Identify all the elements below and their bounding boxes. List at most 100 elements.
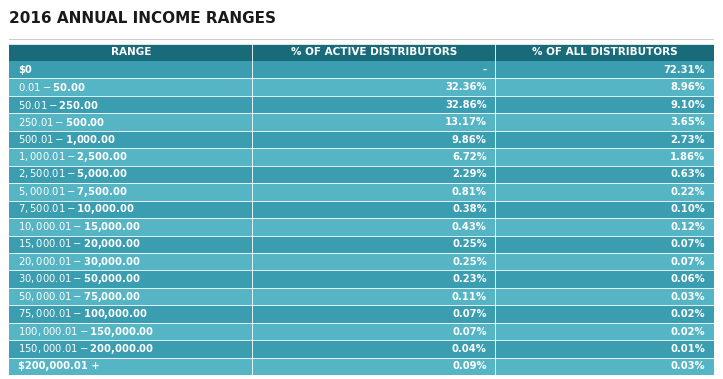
Text: $1,000.01 - $2,500.00: $1,000.01 - $2,500.00: [18, 150, 127, 164]
Text: 2.73%: 2.73%: [670, 135, 705, 144]
Text: 9.10%: 9.10%: [670, 100, 705, 110]
Bar: [9, 253, 252, 271]
Text: % OF ACTIVE DISTRIBUTORS: % OF ACTIVE DISTRIBUTORS: [291, 47, 457, 57]
Text: $10,000.01 - $15,000.00: $10,000.01 - $15,000.00: [18, 220, 141, 234]
Text: 0.04%: 0.04%: [452, 344, 487, 354]
Text: 9.86%: 9.86%: [452, 135, 487, 144]
Bar: [252, 61, 495, 78]
Bar: [252, 96, 495, 113]
Text: $5,000.01 - $7,500.00: $5,000.01 - $7,500.00: [18, 185, 127, 199]
Bar: [495, 323, 714, 340]
Bar: [252, 271, 495, 288]
Text: 0.01%: 0.01%: [670, 344, 705, 354]
Bar: [495, 305, 714, 323]
Text: 0.07%: 0.07%: [452, 309, 487, 319]
Bar: [9, 96, 252, 113]
Bar: [252, 113, 495, 131]
Text: 0.10%: 0.10%: [670, 204, 705, 215]
Bar: [9, 340, 252, 358]
Text: 0.07%: 0.07%: [670, 239, 705, 249]
Text: $0.01 - $50.00: $0.01 - $50.00: [18, 81, 85, 93]
Text: $20,000.01 - $30,000.00: $20,000.01 - $30,000.00: [18, 255, 141, 269]
Bar: [9, 166, 252, 183]
Bar: [9, 358, 252, 375]
Text: 0.63%: 0.63%: [670, 169, 705, 180]
Text: 1.86%: 1.86%: [670, 152, 705, 162]
Bar: [9, 44, 252, 61]
Bar: [495, 288, 714, 305]
Text: $100,000.01 - $150,000.00: $100,000.01 - $150,000.00: [18, 324, 154, 338]
Bar: [495, 78, 714, 96]
Text: $15,000.01 - $20,000.00: $15,000.01 - $20,000.00: [18, 237, 141, 251]
Bar: [9, 113, 252, 131]
Bar: [9, 305, 252, 323]
Text: $75,000.01 - $100,000.00: $75,000.01 - $100,000.00: [18, 307, 147, 321]
Text: 0.03%: 0.03%: [670, 292, 705, 302]
Text: $500.01 - $1,000.00: $500.01 - $1,000.00: [18, 133, 116, 147]
Bar: [495, 253, 714, 271]
Bar: [9, 288, 252, 305]
Bar: [495, 148, 714, 166]
Bar: [9, 183, 252, 200]
Bar: [9, 271, 252, 288]
Text: 0.43%: 0.43%: [452, 222, 487, 232]
Bar: [9, 61, 252, 78]
Text: 32.86%: 32.86%: [445, 100, 487, 110]
Bar: [495, 61, 714, 78]
Text: RANGE: RANGE: [111, 47, 151, 57]
Bar: [252, 78, 495, 96]
Text: 0.09%: 0.09%: [452, 362, 487, 371]
Text: $2,500.01 - $5,000.00: $2,500.01 - $5,000.00: [18, 168, 127, 182]
Bar: [252, 148, 495, 166]
Bar: [9, 78, 252, 96]
Text: $7,500.01 - $10,000.00: $7,500.01 - $10,000.00: [18, 202, 134, 216]
Text: 0.12%: 0.12%: [670, 222, 705, 232]
Text: 0.03%: 0.03%: [670, 362, 705, 371]
Bar: [252, 323, 495, 340]
Bar: [495, 200, 714, 218]
Text: -: -: [483, 65, 487, 75]
Bar: [495, 166, 714, 183]
Text: % OF ALL DISTRIBUTORS: % OF ALL DISTRIBUTORS: [531, 47, 677, 57]
Text: 3.65%: 3.65%: [670, 117, 705, 127]
Bar: [252, 305, 495, 323]
Bar: [495, 183, 714, 200]
Bar: [252, 183, 495, 200]
Text: 13.17%: 13.17%: [445, 117, 487, 127]
Text: 0.81%: 0.81%: [452, 187, 487, 197]
Text: 0.07%: 0.07%: [452, 327, 487, 337]
Text: 0.25%: 0.25%: [452, 257, 487, 267]
Bar: [9, 148, 252, 166]
Bar: [495, 131, 714, 148]
Text: 0.22%: 0.22%: [670, 187, 705, 197]
Text: 0.02%: 0.02%: [670, 309, 705, 319]
Text: $50,000.01 - $75,000.00: $50,000.01 - $75,000.00: [18, 290, 141, 304]
Text: 0.25%: 0.25%: [452, 239, 487, 249]
Text: $30,000.01 - $50,000.00: $30,000.01 - $50,000.00: [18, 272, 141, 286]
Bar: [495, 218, 714, 236]
Text: 32.36%: 32.36%: [445, 82, 487, 92]
Text: $200,000.01 +: $200,000.01 +: [18, 362, 100, 371]
Text: 0.07%: 0.07%: [670, 257, 705, 267]
Text: 0.38%: 0.38%: [452, 204, 487, 215]
Bar: [495, 358, 714, 375]
Text: $50.01 - $250.00: $50.01 - $250.00: [18, 99, 99, 111]
Bar: [495, 271, 714, 288]
Bar: [252, 166, 495, 183]
Bar: [9, 131, 252, 148]
Text: $0: $0: [18, 65, 32, 75]
Bar: [495, 236, 714, 253]
Text: 0.06%: 0.06%: [670, 274, 705, 284]
Bar: [495, 340, 714, 358]
Bar: [9, 200, 252, 218]
Bar: [252, 288, 495, 305]
Bar: [252, 131, 495, 148]
Text: $150,000.01 - $200,000.00: $150,000.01 - $200,000.00: [18, 342, 154, 356]
Bar: [9, 323, 252, 340]
Text: 0.11%: 0.11%: [452, 292, 487, 302]
Bar: [252, 200, 495, 218]
Text: 2016 ANNUAL INCOME RANGES: 2016 ANNUAL INCOME RANGES: [9, 11, 276, 25]
Text: 0.23%: 0.23%: [452, 274, 487, 284]
Bar: [252, 340, 495, 358]
Bar: [252, 236, 495, 253]
